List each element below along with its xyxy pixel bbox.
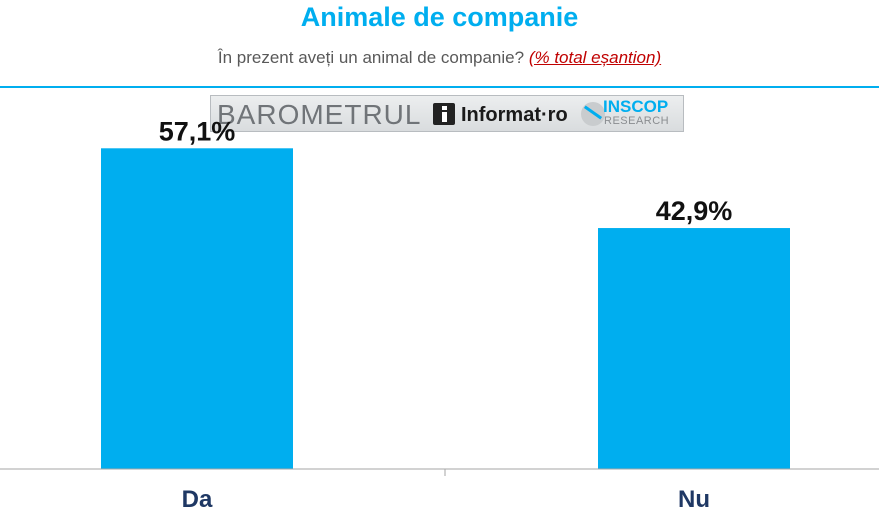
informat-logo: Informat·ro — [461, 104, 568, 126]
survey-question: În prezent aveți un animal de companie? — [217, 48, 525, 67]
sponsor-banner: BAROMETRUL Informat·ro INSCOP RESEARCH — [210, 95, 684, 132]
category-label-da: Da — [182, 486, 213, 513]
sample-note: (% total eșantion) — [528, 48, 662, 67]
category-label-nu: Nu — [678, 486, 710, 513]
inscop-research-label: RESEARCH — [604, 115, 670, 127]
value-label-nu: 42,9% — [656, 196, 733, 226]
informat-logo-icon — [433, 103, 455, 125]
bar-da — [101, 148, 293, 469]
chart-title: Animale de companie — [300, 2, 579, 32]
value-label-da: 57,1% — [159, 116, 236, 146]
bar-nu — [598, 228, 790, 469]
header-divider — [0, 86, 879, 88]
inscop-logo: INSCOP — [603, 97, 669, 116]
chart-subtitle: În prezent aveți un animal de companie? … — [0, 48, 879, 68]
barometrul-logo: BAROMETRUL — [217, 99, 422, 130]
inscop-logo-icon — [581, 102, 605, 126]
